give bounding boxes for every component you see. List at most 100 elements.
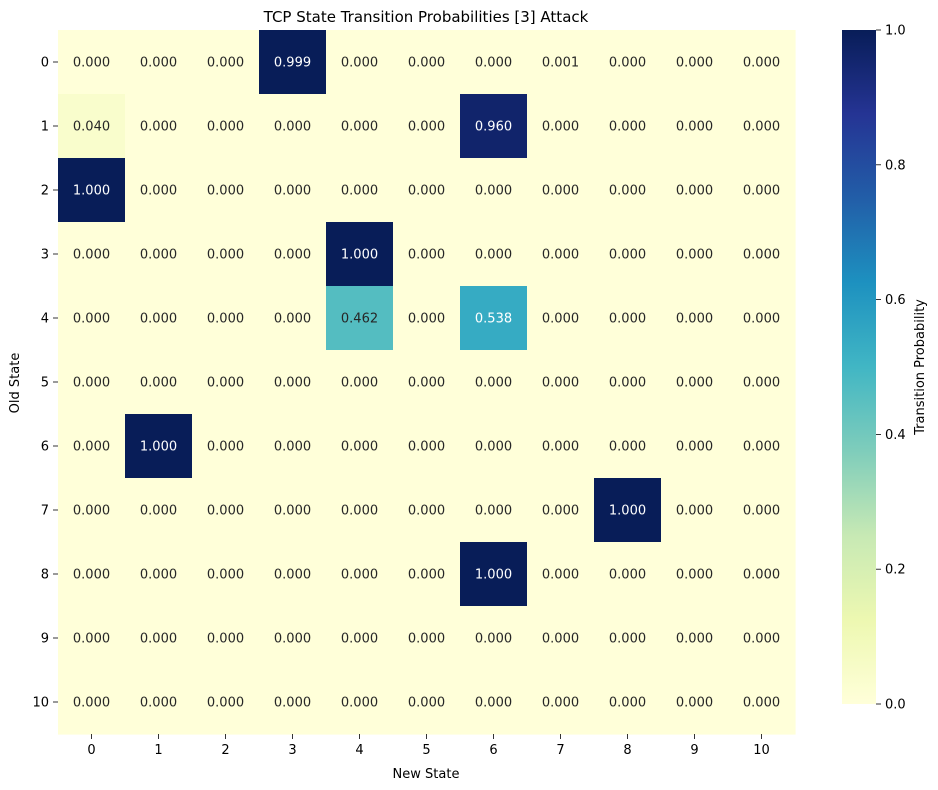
cell-value-label: 0.000 [73, 568, 110, 583]
x-tick-label: 2 [221, 743, 229, 758]
cell-value-label: 0.000 [609, 376, 646, 391]
cell-value-label: 0.000 [207, 440, 244, 455]
heatmap-cell [728, 94, 796, 159]
heatmap-cell [393, 222, 461, 287]
heatmap-cell [125, 286, 193, 351]
cell-value-label: 0.000 [676, 504, 713, 519]
heatmap-cell [460, 670, 528, 735]
y-tick-label: 2 [41, 184, 49, 199]
heatmap-cell [192, 606, 260, 671]
heatmap-cell [125, 606, 193, 671]
heatmap-cell [393, 414, 461, 479]
cell-value-label: 0.000 [207, 120, 244, 135]
heatmap-cell [259, 542, 327, 607]
cell-value-label: 0.000 [408, 632, 445, 647]
cell-value-label: 0.000 [542, 312, 579, 327]
cell-value-label: 0.999 [274, 56, 311, 71]
colorbar-gradient [842, 30, 876, 704]
heatmap-cell [527, 414, 595, 479]
cell-value-label: 0.000 [676, 696, 713, 711]
heatmap-cell [393, 606, 461, 671]
heatmap-cell [661, 670, 729, 735]
cell-value-label: 0.000 [609, 120, 646, 135]
heatmap-cell [594, 222, 662, 287]
x-tick-label: 0 [87, 743, 95, 758]
heatmap-cell [460, 30, 528, 95]
y-tick-label: 3 [41, 248, 49, 263]
heatmap-cell [192, 30, 260, 95]
heatmap-cell [661, 30, 729, 95]
cell-annotations: 0.000 0.000 0.000 0.999 0.000 0.000 0.000 0.001… [73, 56, 780, 711]
heatmap-cell [192, 670, 260, 735]
cell-value-label: 0.000 [274, 504, 311, 519]
heatmap-cell [527, 606, 595, 671]
cell-value-label: 0.000 [274, 440, 311, 455]
cell-value-label: 0.000 [73, 440, 110, 455]
cell-value-label: 0.000 [743, 632, 780, 647]
cell-value-label: 1.000 [475, 568, 512, 583]
cell-value-label: 0.000 [341, 568, 378, 583]
heatmap-cell [326, 414, 394, 479]
heatmap-cell [259, 350, 327, 415]
heatmap-cell [125, 30, 193, 95]
heatmap-cell [393, 94, 461, 159]
heatmap-cell [125, 94, 193, 159]
cell-value-label: 0.000 [73, 696, 110, 711]
cell-value-label: 0.000 [73, 312, 110, 327]
cell-value-label: 0.000 [207, 568, 244, 583]
cell-value-label: 0.000 [408, 56, 445, 71]
colorbar-label: Transition Probability [913, 299, 928, 436]
cell-value-label: 0.000 [140, 184, 177, 199]
heatmap-cell [728, 30, 796, 95]
heatmap-cell [58, 478, 126, 543]
heatmap-cell [527, 670, 595, 735]
heatmap-cell [661, 414, 729, 479]
x-axis: 0 1 2 3 4 5 6 7 8 9 10 [87, 734, 770, 758]
cell-value-label: 0.000 [341, 696, 378, 711]
heatmap-cell [58, 286, 126, 351]
heatmap-cell [58, 222, 126, 287]
cell-value-label: 0.000 [274, 696, 311, 711]
x-tick-label: 7 [556, 743, 564, 758]
heatmap-cell [393, 158, 461, 223]
heatmap-cell [326, 30, 394, 95]
cell-value-label: 0.000 [140, 696, 177, 711]
heatmap-cell [58, 542, 126, 607]
heatmap-cell [326, 94, 394, 159]
heatmap-cell [58, 606, 126, 671]
heatmap-cell [728, 158, 796, 223]
heatmap-cell [460, 414, 528, 479]
cell-value-label: 0.000 [609, 56, 646, 71]
cell-value-label: 0.000 [676, 56, 713, 71]
cell-value-label: 0.000 [408, 248, 445, 263]
cell-value-label: 0.000 [408, 376, 445, 391]
x-tick-label: 1 [154, 743, 162, 758]
cell-value-label: 0.000 [408, 568, 445, 583]
heatmap-cell [661, 158, 729, 223]
heatmap-cell [259, 158, 327, 223]
cell-value-label: 0.000 [341, 184, 378, 199]
heatmap-cell [125, 670, 193, 735]
heatmap-cell [661, 286, 729, 351]
colorbar-tick-label: 0.2 [885, 563, 906, 578]
heatmap-cell [594, 542, 662, 607]
cell-value-label: 0.000 [274, 632, 311, 647]
heatmap-cell [58, 30, 126, 95]
heatmap-cell [125, 350, 193, 415]
heatmap-cell [125, 158, 193, 223]
cell-value-label: 0.000 [743, 376, 780, 391]
heatmap-cell [594, 94, 662, 159]
cell-value-label: 0.000 [542, 632, 579, 647]
cell-value-label: 0.000 [609, 312, 646, 327]
cell-value-label: 0.000 [140, 632, 177, 647]
heatmap-cell [192, 478, 260, 543]
cell-value-label: 0.000 [676, 632, 713, 647]
cell-value-label: 0.000 [743, 248, 780, 263]
heatmap-cell [594, 30, 662, 95]
cell-value-label: 0.000 [609, 184, 646, 199]
heatmap-cell [728, 350, 796, 415]
cell-value-label: 0.000 [73, 504, 110, 519]
cell-value-label: 0.001 [542, 56, 579, 71]
cell-value-label: 0.000 [743, 312, 780, 327]
